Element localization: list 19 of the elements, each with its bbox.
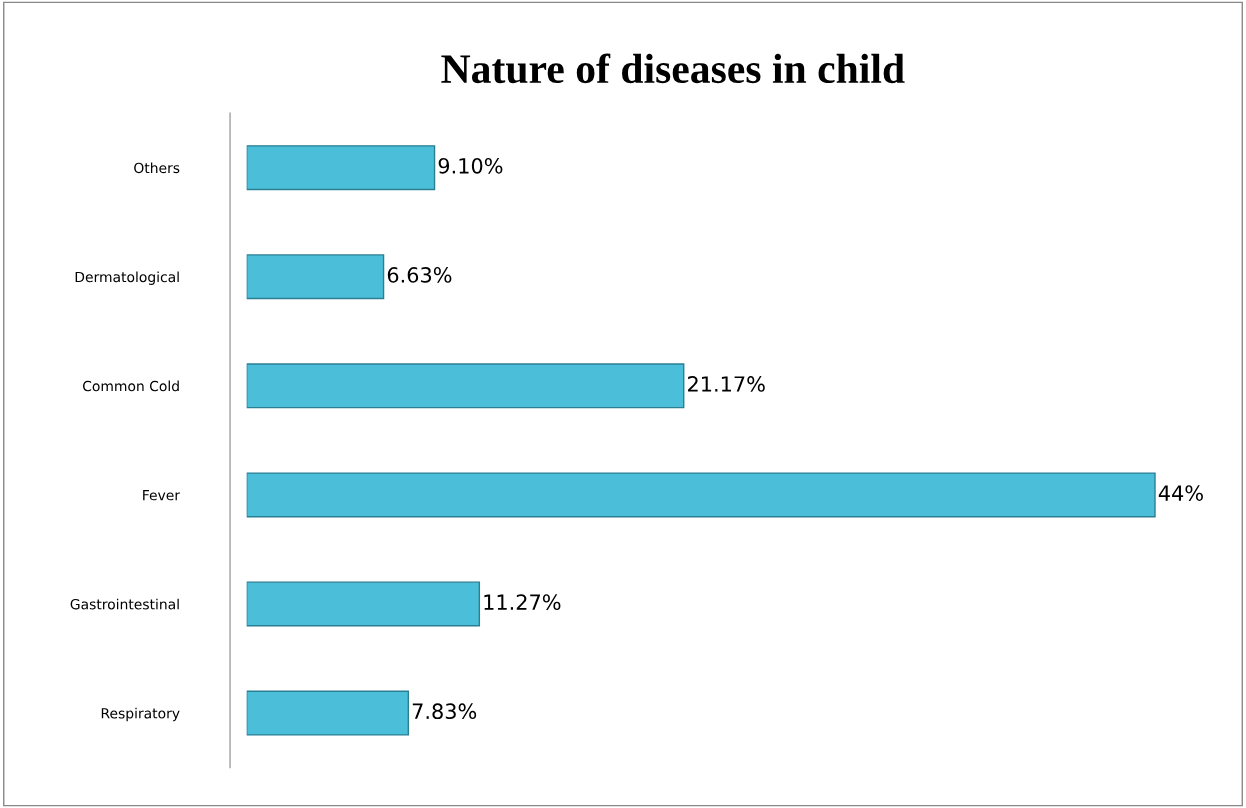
bar [246,254,385,300]
y-tick-label: Common Cold [82,380,179,392]
bar [246,145,436,191]
bar [246,363,685,409]
chart-title: Nature of diseases in child [441,53,905,84]
y-tick-label: Respiratory [101,707,180,722]
data-label: 9.10% [438,157,503,174]
data-label: 44% [1158,485,1203,501]
y-tick-label: Gastrointestinal [70,598,179,610]
bar [246,581,481,627]
data-label: 6.63% [387,267,452,283]
y-tick-label: Fever [143,490,181,501]
bar [246,472,1156,518]
bar [246,690,410,736]
y-tick-label: Others [134,162,180,174]
data-label: 21.17% [688,376,765,392]
y-tick-label: Dermatological [75,271,179,285]
data-label: 11.27% [484,594,561,611]
data-label: 7.83% [412,703,477,720]
